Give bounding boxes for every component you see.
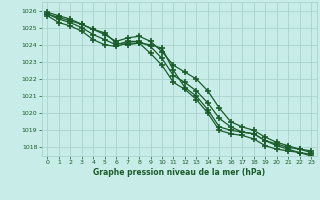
- X-axis label: Graphe pression niveau de la mer (hPa): Graphe pression niveau de la mer (hPa): [93, 168, 265, 177]
